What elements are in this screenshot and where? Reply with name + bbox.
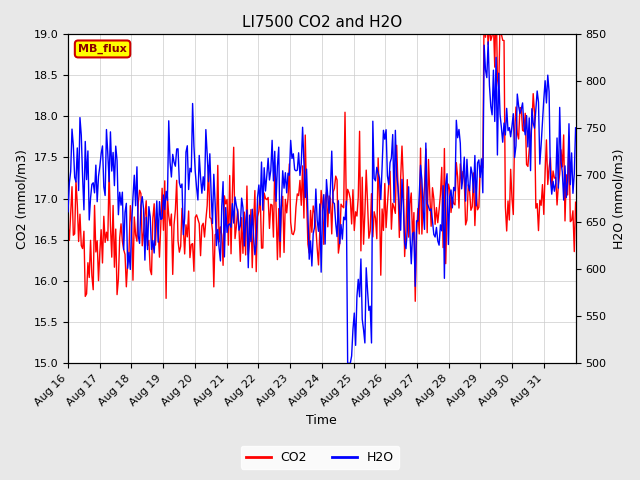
Text: MB_flux: MB_flux: [78, 44, 127, 54]
Y-axis label: H2O (mmol/m3): H2O (mmol/m3): [612, 148, 625, 249]
X-axis label: Time: Time: [307, 414, 337, 427]
Legend: CO2, H2O: CO2, H2O: [241, 446, 399, 469]
Title: LI7500 CO2 and H2O: LI7500 CO2 and H2O: [242, 15, 402, 30]
Y-axis label: CO2 (mmol/m3): CO2 (mmol/m3): [15, 149, 28, 249]
